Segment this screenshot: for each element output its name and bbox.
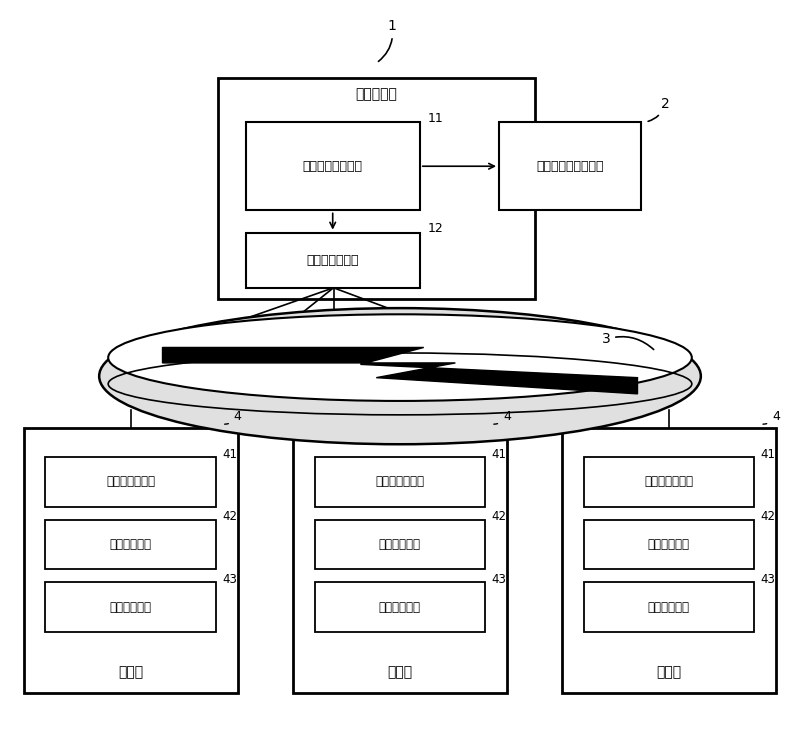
Text: 信令包解析器: 信令包解析器	[110, 538, 151, 551]
Text: 2: 2	[648, 97, 670, 121]
Text: 43: 43	[491, 573, 506, 586]
Bar	[246, 232, 420, 288]
Text: 43: 43	[222, 573, 238, 586]
Text: 4: 4	[225, 410, 242, 424]
Bar	[584, 457, 754, 507]
Bar	[46, 520, 215, 569]
Text: 计算机: 计算机	[118, 665, 143, 679]
Bar	[314, 457, 485, 507]
Bar	[584, 520, 754, 569]
Text: 12: 12	[428, 222, 443, 235]
Text: 通信信令控制模块: 通信信令控制模块	[302, 159, 362, 173]
Bar	[314, 583, 485, 632]
Text: 41: 41	[761, 448, 776, 460]
Text: 计算机: 计算机	[657, 665, 682, 679]
Text: 应用服务器: 应用服务器	[355, 87, 397, 101]
Text: 42: 42	[761, 510, 776, 524]
Text: 通信信令匹配数据库: 通信信令匹配数据库	[537, 159, 604, 173]
Text: 信令处理单元: 信令处理单元	[648, 600, 690, 614]
Polygon shape	[162, 347, 638, 394]
Text: 信令处理单元: 信令处理单元	[110, 600, 151, 614]
Text: 信令处理单元: 信令处理单元	[378, 600, 421, 614]
Text: 41: 41	[491, 448, 506, 460]
Text: 42: 42	[491, 510, 506, 524]
Bar	[293, 428, 507, 693]
Text: 通信引擎接收端: 通信引擎接收端	[106, 475, 155, 489]
Bar	[246, 122, 420, 210]
Text: 4: 4	[763, 410, 780, 424]
Bar	[499, 122, 642, 210]
Text: 计算机: 计算机	[387, 665, 413, 679]
Text: 通信引擎接收端: 通信引擎接收端	[375, 475, 424, 489]
Ellipse shape	[108, 314, 692, 401]
Bar	[46, 457, 215, 507]
Text: 3: 3	[602, 332, 654, 349]
Text: 41: 41	[222, 448, 238, 460]
Text: 通信引擎发送端: 通信引擎发送端	[306, 253, 359, 267]
Text: 1: 1	[378, 19, 397, 61]
Bar	[314, 520, 485, 569]
Bar	[584, 583, 754, 632]
Text: 信令包解析器: 信令包解析器	[648, 538, 690, 551]
Text: 信令包解析器: 信令包解析器	[378, 538, 421, 551]
Text: 11: 11	[428, 112, 443, 125]
Text: 4: 4	[494, 410, 510, 424]
Text: 42: 42	[222, 510, 238, 524]
Bar	[562, 428, 776, 693]
Bar	[218, 77, 534, 299]
Text: 43: 43	[761, 573, 775, 586]
Bar	[46, 583, 215, 632]
Ellipse shape	[99, 308, 701, 444]
Text: 通信引擎接收端: 通信引擎接收端	[644, 475, 694, 489]
Bar	[24, 428, 238, 693]
